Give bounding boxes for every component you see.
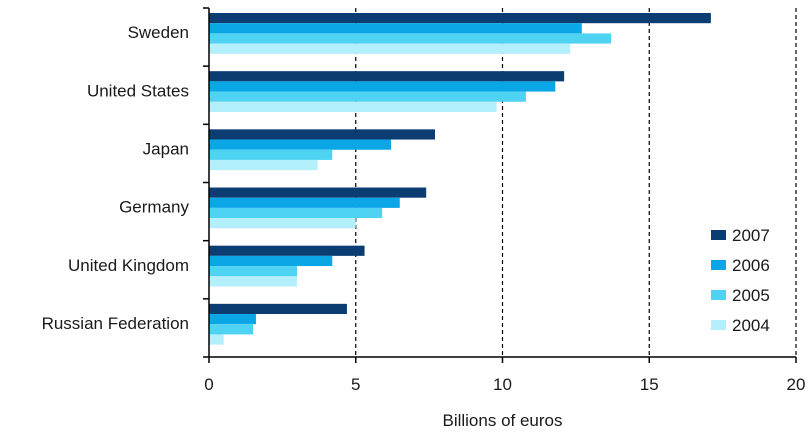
x-tick-label: 10 (493, 375, 512, 394)
category-label: United Kingdom (68, 256, 189, 275)
category-label: Sweden (128, 23, 189, 42)
legend-label: 2004 (732, 316, 770, 335)
x-tick-label: 15 (640, 375, 659, 394)
bar-germany-2004 (209, 218, 356, 229)
legend-label: 2007 (732, 226, 770, 245)
legend-label: 2005 (732, 286, 770, 305)
x-tick-label: 20 (787, 375, 806, 394)
category-label: Japan (143, 139, 189, 158)
bar-japan-2006 (209, 139, 391, 150)
x-tick-label: 5 (351, 375, 360, 394)
bar-united-states-2005 (209, 91, 526, 102)
legend: 2007 2006 2005 2004 (711, 226, 770, 335)
axes (203, 7, 797, 363)
bar-germany-2007 (209, 187, 427, 198)
bar-sweden-2007 (209, 13, 711, 24)
x-axis-title: Billions of euros (442, 411, 562, 430)
bar-russian-federation-2006 (209, 314, 256, 325)
category-label: Germany (119, 198, 189, 217)
legend-label: 2006 (732, 256, 770, 275)
bar-russian-federation-2004 (209, 334, 224, 345)
bar-united-kingdom-2005 (209, 266, 298, 277)
bar-united-kingdom-2007 (209, 245, 365, 256)
legend-swatch-2004 (711, 320, 726, 330)
bar-japan-2007 (209, 129, 435, 140)
bar-germany-2006 (209, 197, 400, 208)
bar-united-states-2006 (209, 81, 556, 92)
bar-united-kingdom-2006 (209, 255, 333, 267)
category-label: United States (87, 81, 189, 100)
bar-sweden-2006 (209, 23, 582, 34)
bar-russian-federation-2005 (209, 324, 254, 335)
legend-swatch-2006 (711, 260, 726, 270)
bar-russian-federation-2007 (209, 303, 347, 315)
bar-united-states-2007 (209, 71, 565, 82)
bar-germany-2005 (209, 207, 383, 219)
category-labels: Sweden United States Japan Germany United Ki… (42, 23, 190, 333)
bar-united-kingdom-2004 (209, 276, 298, 287)
legend-swatch-2007 (711, 230, 726, 240)
bar-japan-2005 (209, 149, 333, 160)
bar-united-states-2004 (209, 101, 497, 112)
x-tick-labels: 0 5 10 15 20 (204, 375, 805, 394)
gridlines (355, 8, 797, 357)
category-label: Russian Federation (42, 314, 189, 333)
bar-japan-2004 (209, 159, 318, 171)
bars (209, 13, 711, 345)
legend-swatch-2005 (711, 290, 726, 300)
bar-sweden-2005 (209, 33, 612, 44)
bar-sweden-2004 (209, 43, 571, 54)
x-tick-label: 0 (204, 375, 213, 394)
